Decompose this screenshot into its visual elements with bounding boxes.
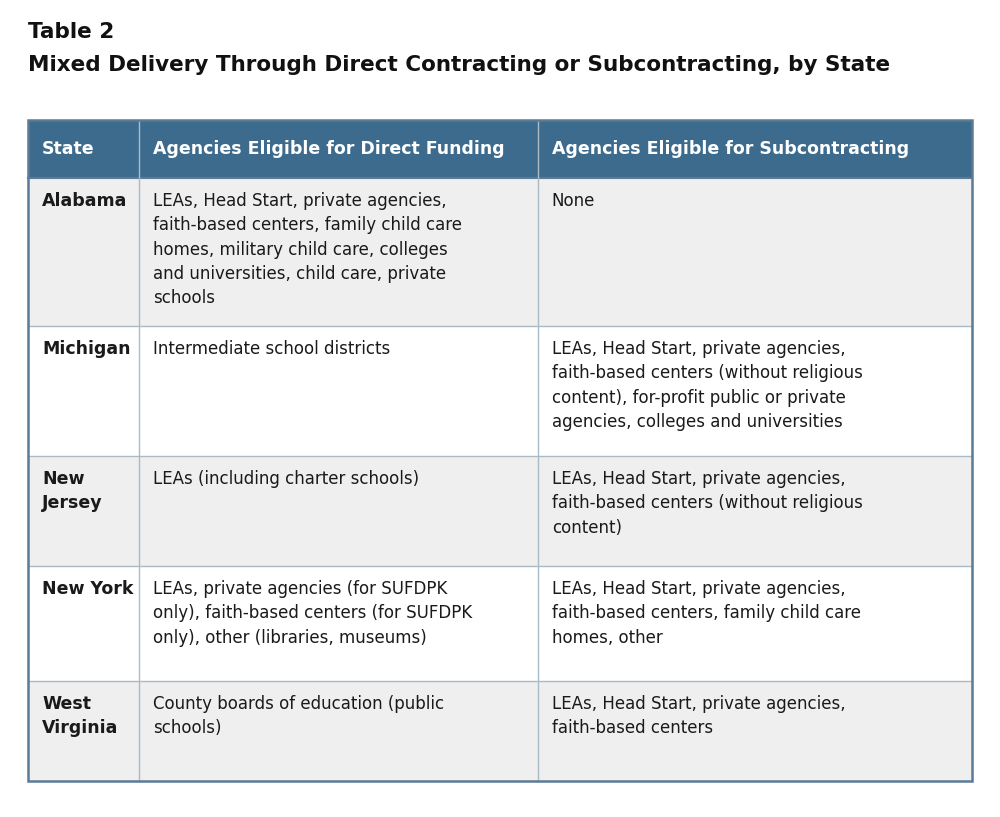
Text: LEAs, Head Start, private agencies,
faith-based centers: LEAs, Head Start, private agencies, fait…	[552, 695, 845, 737]
Text: Alabama: Alabama	[42, 192, 127, 210]
Text: New
Jersey: New Jersey	[42, 470, 103, 512]
Text: Table 2: Table 2	[28, 22, 114, 42]
Text: LEAs, Head Start, private agencies,
faith-based centers, family child care
homes: LEAs, Head Start, private agencies, fait…	[552, 580, 861, 646]
Bar	[28, 456, 972, 566]
Text: Mixed Delivery Through Direct Contracting or Subcontracting, by State: Mixed Delivery Through Direct Contractin…	[28, 55, 890, 75]
Text: LEAs, private agencies (for SUFDPK
only), faith-based centers (for SUFDPK
only),: LEAs, private agencies (for SUFDPK only)…	[153, 580, 473, 646]
Text: Intermediate school districts: Intermediate school districts	[153, 340, 391, 358]
Text: State: State	[42, 140, 95, 158]
Text: County boards of education (public
schools): County boards of education (public schoo…	[153, 695, 445, 737]
Text: LEAs, Head Start, private agencies,
faith-based centers, family child care
homes: LEAs, Head Start, private agencies, fait…	[153, 192, 462, 307]
Text: None: None	[552, 192, 595, 210]
Text: Agencies Eligible for Direct Funding: Agencies Eligible for Direct Funding	[153, 140, 505, 158]
Bar	[28, 681, 972, 781]
Text: LEAs, Head Start, private agencies,
faith-based centers (without religious
conte: LEAs, Head Start, private agencies, fait…	[552, 340, 863, 431]
Text: New York: New York	[42, 580, 133, 598]
Bar	[28, 178, 972, 326]
Text: LEAs, Head Start, private agencies,
faith-based centers (without religious
conte: LEAs, Head Start, private agencies, fait…	[552, 470, 863, 537]
Text: Agencies Eligible for Subcontracting: Agencies Eligible for Subcontracting	[552, 140, 909, 158]
Text: West
Virginia: West Virginia	[42, 695, 118, 737]
Bar	[28, 120, 972, 178]
Text: Michigan: Michigan	[42, 340, 130, 358]
Bar	[28, 326, 972, 456]
Bar	[28, 566, 972, 681]
Bar	[28, 120, 972, 781]
Text: LEAs (including charter schools): LEAs (including charter schools)	[153, 470, 420, 488]
